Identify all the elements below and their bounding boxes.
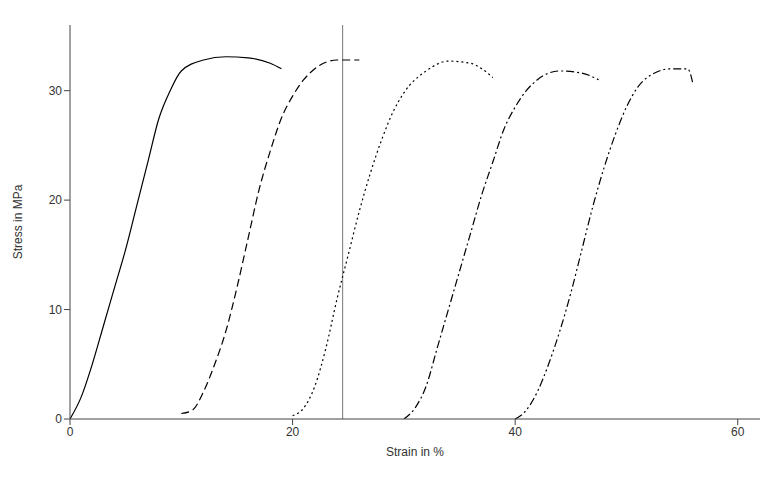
svg-text:20: 20 [286,425,300,439]
svg-text:60: 60 [731,425,745,439]
svg-text:30: 30 [49,84,63,98]
svg-text:0: 0 [67,425,74,439]
svg-text:20: 20 [49,193,63,207]
svg-text:40: 40 [508,425,522,439]
svg-text:Stress in MPa: Stress in MPa [11,184,25,259]
svg-text:Strain in %: Strain in % [386,445,444,459]
svg-text:10: 10 [49,303,63,317]
svg-text:0: 0 [55,412,62,426]
